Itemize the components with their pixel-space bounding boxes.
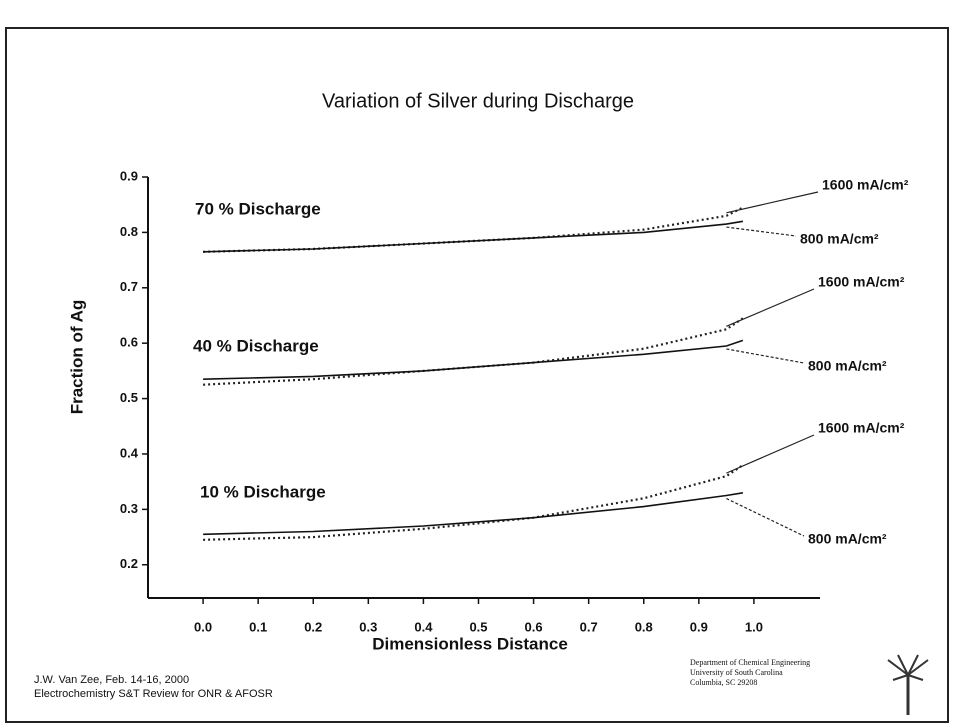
x-tick-label: 0.7 bbox=[580, 619, 598, 634]
x-tick-label: 0.2 bbox=[304, 619, 322, 634]
x-tick-label: 0.1 bbox=[249, 619, 267, 634]
series-line bbox=[203, 339, 744, 380]
y-tick-label: 0.3 bbox=[120, 501, 138, 516]
x-tick-label: 1.0 bbox=[745, 619, 763, 634]
series-label: 1600 mA/cm² bbox=[822, 177, 909, 193]
y-tick-label: 0.9 bbox=[120, 168, 138, 183]
x-tick-label: 0.8 bbox=[635, 619, 653, 634]
x-tick-label: 0.6 bbox=[525, 619, 543, 634]
annotation: 70 % Discharge bbox=[195, 199, 321, 218]
slide-frame bbox=[5, 27, 949, 723]
x-tick-label: 0.9 bbox=[690, 619, 708, 634]
series-line bbox=[203, 492, 744, 536]
series-line bbox=[203, 464, 744, 541]
series-label: 800 mA/cm² bbox=[808, 531, 887, 547]
x-axis-label: Dimensionless Distance bbox=[372, 634, 568, 653]
leader-line bbox=[726, 497, 805, 537]
x-tick-label: 0.4 bbox=[414, 619, 433, 634]
series-label: 1600 mA/cm² bbox=[818, 420, 905, 436]
series-label: 1600 mA/cm² bbox=[818, 274, 905, 290]
leader-line bbox=[726, 348, 805, 364]
leader-line bbox=[726, 191, 819, 214]
footer-text: Columbia, SC 29208 bbox=[690, 678, 757, 687]
series-line bbox=[203, 220, 744, 253]
leader-line bbox=[726, 288, 815, 327]
y-tick-label: 0.5 bbox=[120, 390, 138, 405]
footer-text: Department of Chemical Engineering bbox=[690, 658, 810, 667]
footer-text: Electrochemistry S&T Review for ONR & AF… bbox=[34, 688, 273, 700]
y-tick-label: 0.8 bbox=[120, 224, 138, 239]
x-tick-label: 0.3 bbox=[359, 619, 377, 634]
x-tick-label: 0.0 bbox=[194, 619, 212, 634]
footer-text: J.W. Van Zee, Feb. 14-16, 2000 bbox=[34, 674, 189, 686]
annotation: 40 % Discharge bbox=[193, 336, 319, 355]
series-label: 800 mA/cm² bbox=[808, 358, 887, 374]
leader-line bbox=[726, 226, 797, 237]
footer-text: University of South Carolina bbox=[690, 668, 783, 677]
chart-title: Variation of Silver during Discharge bbox=[322, 90, 634, 112]
series-label: 800 mA/cm² bbox=[800, 231, 879, 247]
x-tick-label: 0.5 bbox=[469, 619, 487, 634]
y-tick-label: 0.7 bbox=[120, 279, 138, 294]
y-axis-label: Fraction of Ag bbox=[67, 300, 86, 415]
logo bbox=[887, 654, 929, 715]
y-tick-label: 0.2 bbox=[120, 556, 138, 571]
leader-line bbox=[726, 434, 815, 474]
y-tick-label: 0.6 bbox=[120, 335, 138, 350]
annotation: 10 % Discharge bbox=[200, 482, 326, 501]
y-tick-label: 0.4 bbox=[120, 445, 139, 460]
